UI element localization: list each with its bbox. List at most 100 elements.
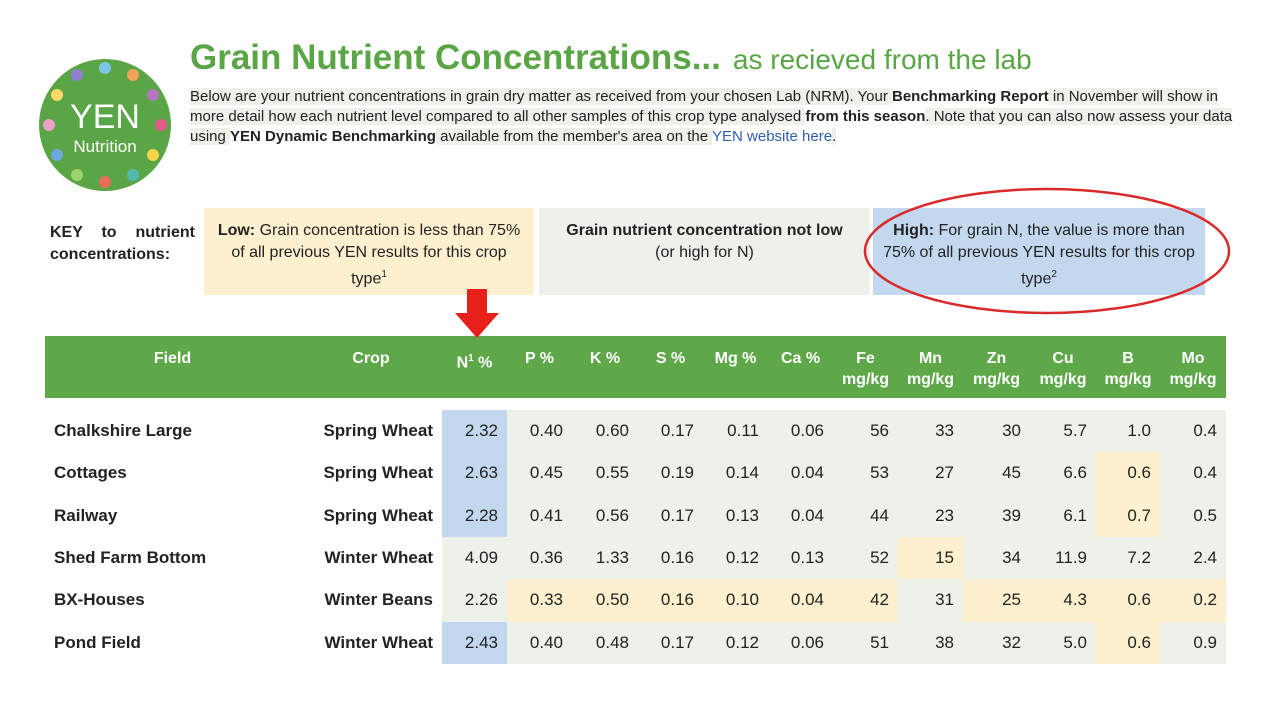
value-cell: 4.09 xyxy=(442,536,507,580)
value-cell: 0.56 xyxy=(572,494,638,538)
value-cell: 0.04 xyxy=(768,452,833,496)
value-cell: 0.48 xyxy=(572,621,638,665)
title: Grain Nutrient Concentrations... as recie… xyxy=(190,38,1032,78)
value-cell: 0.06 xyxy=(768,621,833,665)
value-cell: 0.13 xyxy=(703,494,768,538)
value-cell: 52 xyxy=(833,536,898,580)
value-cell: 0.06 xyxy=(768,410,833,453)
intro-bold: Benchmarking Report xyxy=(892,88,1049,105)
header-text: P % xyxy=(524,350,555,367)
column-header: Mg % xyxy=(703,336,768,398)
header-text: S % xyxy=(655,350,686,367)
value-cell: 32 xyxy=(963,621,1030,665)
field-cell: Shed Farm Bottom xyxy=(54,547,207,567)
header-text: Crop xyxy=(352,350,390,367)
field-cell: Cottages xyxy=(54,463,127,483)
crop-cell: Spring Wheat xyxy=(323,463,433,483)
field-cell: Chalkshire Large xyxy=(54,421,192,440)
value-cell: 7.2 xyxy=(1096,536,1160,580)
value-cell: 0.60 xyxy=(572,410,638,453)
header-text: B xyxy=(1122,350,1134,367)
title-text: Grain Nutrient Concentrations... xyxy=(190,38,721,77)
value-cell: 33 xyxy=(898,410,963,453)
value-cell: 0.16 xyxy=(638,536,703,580)
value-cell: 1.0 xyxy=(1096,410,1160,453)
intro: Below are your nutrient concentrations i… xyxy=(190,87,1240,147)
value-cell: 0.16 xyxy=(638,579,703,622)
key-bold: Grain nutrient concentration not low xyxy=(566,222,843,239)
column-header: Zn mg/kg xyxy=(963,336,1030,398)
crop-cell: Spring Wheat xyxy=(323,505,433,525)
crop-cell: Winter Beans xyxy=(324,590,433,610)
header-unit: mg/kg xyxy=(841,371,890,388)
value-cell: 0.17 xyxy=(638,494,703,538)
header-unit: mg/kg xyxy=(972,371,1021,388)
value-cell: 2.32 xyxy=(442,410,507,453)
value-cell: 4.3 xyxy=(1030,579,1096,622)
header-sup: 1 xyxy=(468,353,474,364)
value-cell: 0.4 xyxy=(1160,410,1226,453)
value-cell: 0.5 xyxy=(1160,494,1226,538)
value-cell: 25 xyxy=(963,579,1030,622)
value-cell: 2.63 xyxy=(442,452,507,496)
value-cell: 0.9 xyxy=(1160,621,1226,665)
value-cell: 0.11 xyxy=(703,410,768,453)
column-header: Ca % xyxy=(768,336,833,398)
value-cell: 0.4 xyxy=(1160,452,1226,496)
value-cell: 0.33 xyxy=(507,579,572,622)
header-text: Field xyxy=(153,350,192,367)
value-cell: 38 xyxy=(898,621,963,665)
header-text: Mo xyxy=(1181,350,1205,367)
value-cell: 45 xyxy=(963,452,1030,496)
value-cell: 0.36 xyxy=(507,536,572,580)
value-cell: 0.6 xyxy=(1096,452,1160,496)
value-cell: 0.40 xyxy=(507,410,572,453)
crop-cell: Winter Wheat xyxy=(324,632,433,652)
value-cell: 5.0 xyxy=(1030,621,1096,665)
key-bold: Low: xyxy=(217,222,256,239)
value-cell: 2.26 xyxy=(442,579,507,622)
value-cell: 0.04 xyxy=(768,494,833,538)
value-cell: 6.1 xyxy=(1030,494,1096,538)
column-header: S % xyxy=(638,336,703,398)
value-cell: 39 xyxy=(963,494,1030,538)
header-text: K % xyxy=(589,350,621,367)
field-cell: BX-Houses xyxy=(54,590,145,610)
intro-link: YEN website here xyxy=(712,128,833,145)
key-text: (or high for N) xyxy=(655,244,754,261)
value-cell: 0.40 xyxy=(507,621,572,665)
value-cell: 2.43 xyxy=(442,621,507,665)
column-header: Crop xyxy=(300,336,442,398)
column-header: N1 % xyxy=(442,336,507,398)
value-cell: 27 xyxy=(898,452,963,496)
column-header: K % xyxy=(572,336,638,398)
value-cell: 0.55 xyxy=(572,452,638,496)
value-cell: 30 xyxy=(963,410,1030,453)
header-unit: mg/kg xyxy=(1169,371,1217,388)
intro-bold: from this season xyxy=(805,108,926,125)
intro-normal: available from the member's area on the xyxy=(435,128,713,145)
header-text: Fe xyxy=(856,350,875,367)
key-sup: 2 xyxy=(1051,269,1057,280)
column-header: Cu mg/kg xyxy=(1030,336,1096,398)
value-cell: 0.04 xyxy=(768,579,833,622)
value-cell: 1.33 xyxy=(572,536,638,580)
column-header: P % xyxy=(507,336,572,398)
column-header: Field xyxy=(45,336,300,398)
value-cell: 0.50 xyxy=(572,579,638,622)
subtitle: as recieved from the lab xyxy=(732,44,1032,75)
value-cell: 34 xyxy=(963,536,1030,580)
value-cell: 53 xyxy=(833,452,898,496)
logo-text: YEN xyxy=(70,98,140,136)
value-cell: 0.6 xyxy=(1096,579,1160,622)
header-text: % xyxy=(473,354,493,372)
value-cell: 31 xyxy=(898,579,963,622)
key-text: Grain concentration is less than 75% of … xyxy=(231,222,521,288)
column-header: Mn mg/kg xyxy=(898,336,963,398)
value-cell: 0.10 xyxy=(703,579,768,622)
value-cell: 51 xyxy=(833,621,898,665)
key-box: Low: Grain concentration is less than 75… xyxy=(204,208,534,295)
header-unit: mg/kg xyxy=(1104,371,1152,388)
column-header: Fe mg/kg xyxy=(833,336,898,398)
